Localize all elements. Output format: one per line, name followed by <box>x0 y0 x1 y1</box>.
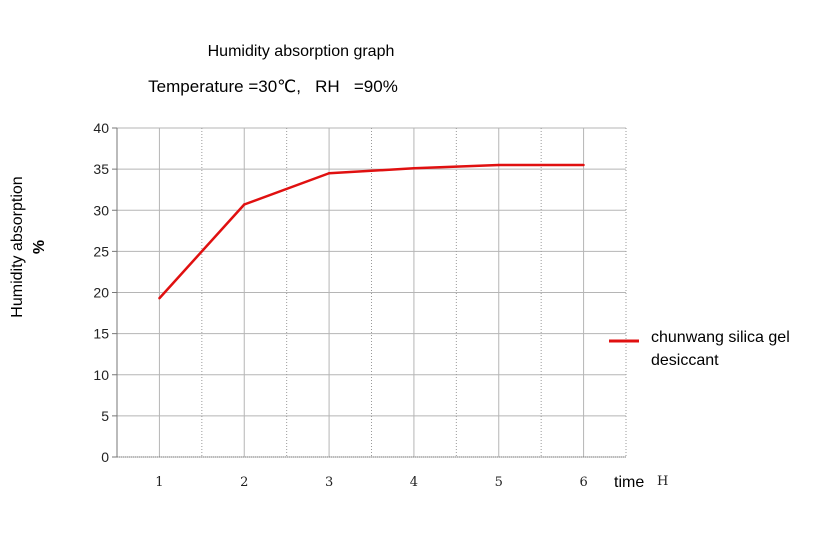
y-axis-label: Humidity absorption <box>9 176 26 317</box>
y-axis-unit: % <box>31 240 48 254</box>
y-tick-40: 40 <box>93 120 109 136</box>
data-point-5 <box>497 163 500 167</box>
data-point-2 <box>243 203 246 206</box>
y-tick-20: 20 <box>93 285 109 301</box>
data-point-1 <box>158 297 161 300</box>
x-tick-6: 6 <box>579 475 587 490</box>
x-tick-1: 1 <box>155 475 163 490</box>
x-tick-4: 4 <box>410 475 418 490</box>
x-tick-2: 2 <box>240 475 248 490</box>
y-tick-labels: 0 5 10 15 20 25 30 35 40 <box>93 120 117 465</box>
y-tick-25: 25 <box>93 243 109 259</box>
x-tick-5: 5 <box>495 475 503 490</box>
data-point-3 <box>327 172 331 175</box>
y-tick-5: 5 <box>101 408 109 424</box>
x-tick-labels: 1 2 3 4 5 6 <box>155 475 587 490</box>
legend: chunwang silica gel desiccant <box>609 329 790 369</box>
x-tick-3: 3 <box>325 475 333 490</box>
y-tick-0: 0 <box>101 449 109 465</box>
y-tick-10: 10 <box>93 367 109 383</box>
grid-lines <box>116 127 627 458</box>
y-tick-15: 15 <box>93 326 109 342</box>
chart-title: Humidity absorption graph <box>208 43 395 60</box>
series-lines <box>158 163 585 300</box>
x-axis-label: time <box>614 474 644 491</box>
data-point-4 <box>412 167 416 170</box>
legend-label-line-1: chunwang silica gel <box>651 329 790 346</box>
x-axis-unit: H <box>657 474 668 489</box>
y-tick-35: 35 <box>93 161 109 177</box>
series-line-0 <box>158 163 584 300</box>
y-tick-30: 30 <box>93 202 109 218</box>
data-point-6 <box>582 163 585 167</box>
chart-subtitle: Temperature =30℃, RH =90% <box>148 77 398 96</box>
legend-label-line-2: desiccant <box>651 352 719 369</box>
